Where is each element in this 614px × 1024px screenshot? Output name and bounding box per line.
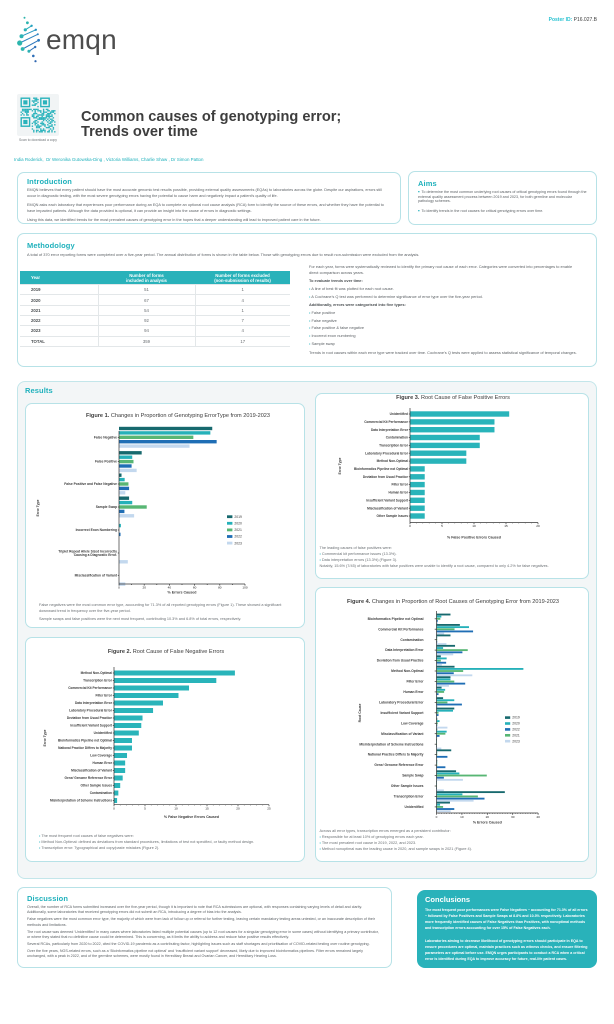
svg-text:Unidentified: Unidentified [94, 731, 112, 735]
svg-text:Insufficient Variant Support: Insufficient Variant Support [380, 711, 424, 715]
svg-text:5: 5 [441, 524, 443, 528]
svg-text:Other Sample Issues: Other Sample Issues [376, 514, 408, 518]
svg-text:Bioinformatics Pipeline not Op: Bioinformatics Pipeline not Optimal [368, 617, 424, 621]
svg-text:Human Error: Human Error [403, 690, 424, 694]
svg-text:40: 40 [536, 815, 540, 819]
svg-text:Human Error: Human Error [93, 761, 113, 765]
svg-text:40: 40 [168, 586, 172, 590]
svg-text:2023: 2023 [234, 541, 242, 545]
svg-text:Laboratory Procedural Error: Laboratory Procedural Error [69, 709, 113, 713]
svg-text:% Errors Caused: % Errors Caused [473, 821, 502, 825]
svg-text:60: 60 [193, 586, 197, 590]
svg-text:Laboratory Procedural Error: Laboratory Procedural Error [379, 701, 424, 705]
svg-text:Filter Error: Filter Error [96, 694, 113, 698]
svg-text:Insufficient Variant Support: Insufficient Variant Support [366, 498, 409, 502]
svg-text:Error Type: Error Type [338, 457, 342, 474]
svg-text:2021: 2021 [234, 528, 242, 532]
svg-text:Unidentified: Unidentified [390, 412, 408, 416]
svg-text:Gene/ Genome Reference Error: Gene/ Genome Reference Error [374, 763, 424, 767]
svg-text:25: 25 [267, 806, 271, 810]
svg-text:Error Type: Error Type [36, 499, 40, 516]
svg-text:Other Sample Issues: Other Sample Issues [80, 784, 112, 788]
svg-text:Gene/ Genome Reference Error: Gene/ Genome Reference Error [65, 776, 113, 780]
svg-text:20: 20 [536, 524, 540, 528]
svg-text:Root Cause: Root Cause [358, 703, 362, 722]
svg-text:Contamination: Contamination [386, 436, 408, 440]
svg-text:Commercial Kit Performance: Commercial Kit Performance [364, 420, 408, 424]
svg-text:Sample Swap: Sample Swap [402, 774, 423, 778]
svg-text:Method Non-Optimal: Method Non-Optimal [377, 459, 408, 463]
svg-text:Transcription Error: Transcription Error [379, 444, 409, 448]
svg-text:0: 0 [436, 815, 438, 819]
svg-text:2022: 2022 [234, 535, 242, 539]
svg-text:20: 20 [236, 806, 240, 810]
svg-text:Misclassification of Variant: Misclassification of Variant [381, 732, 424, 736]
svg-text:20: 20 [142, 586, 146, 590]
svg-text:Misinterpretation of Scheme In: Misinterpretation of Scheme Instructions [359, 742, 423, 746]
svg-text:False Negative: False Negative [94, 435, 117, 439]
svg-text:Data Interpretation Error: Data Interpretation Error [385, 648, 424, 652]
svg-text:Method Non-Optimal: Method Non-Optimal [391, 669, 423, 673]
svg-text:% False Negative Errors Caused: % False Negative Errors Caused [164, 815, 219, 819]
svg-text:2023: 2023 [512, 739, 520, 743]
svg-text:Deviation from Usual Practice: Deviation from Usual Practice [363, 475, 408, 479]
svg-text:Unidentified: Unidentified [404, 805, 423, 809]
svg-text:Filter Error: Filter Error [406, 680, 424, 684]
svg-text:30: 30 [511, 815, 515, 819]
svg-text:Data Interpretation Error: Data Interpretation Error [371, 428, 409, 432]
svg-text:Data Interpretation Error: Data Interpretation Error [75, 701, 113, 705]
svg-text:Filter Error: Filter Error [392, 483, 409, 487]
svg-text:Incorrect Exon Numbering: Incorrect Exon Numbering [76, 528, 117, 532]
svg-text:Error Type: Error Type [43, 729, 47, 746]
svg-text:Misclassification of Variant: Misclassification of Variant [75, 573, 118, 577]
svg-text:2020: 2020 [234, 522, 242, 526]
svg-text:15: 15 [205, 806, 209, 810]
svg-text:2020: 2020 [512, 722, 520, 726]
svg-text:Commercial Kit Performance: Commercial Kit Performance [68, 686, 112, 690]
svg-text:Low Coverage: Low Coverage [90, 754, 112, 758]
svg-text:10: 10 [174, 806, 178, 810]
svg-text:10: 10 [460, 815, 464, 819]
svg-text:80: 80 [218, 586, 222, 590]
svg-text:Misinterpretation of Scheme In: Misinterpretation of Scheme Instructions [50, 799, 112, 803]
svg-text:Transcription Error: Transcription Error [83, 679, 113, 683]
svg-text:Triplet Repeat Allele Sized In: Triplet Repeat Allele Sized Incorrectly [58, 549, 117, 553]
svg-text:Transcription Error: Transcription Error [394, 795, 425, 799]
svg-text:2019: 2019 [512, 716, 520, 720]
svg-text:False Positive and False Negat: False Positive and False Negative [64, 482, 117, 486]
svg-text:2022: 2022 [512, 728, 520, 732]
svg-text:Human Error: Human Error [389, 491, 409, 495]
svg-text:Causing a Diagnostic Error.: Causing a Diagnostic Error. [74, 553, 117, 557]
svg-text:20: 20 [486, 815, 490, 819]
svg-text:5: 5 [144, 806, 146, 810]
svg-text:Method Non-Optimal: Method Non-Optimal [81, 671, 112, 675]
svg-text:Low Coverage: Low Coverage [401, 721, 424, 725]
svg-text:Contamination: Contamination [400, 638, 423, 642]
svg-text:False Positive: False Positive [95, 460, 117, 464]
svg-text:% Errors Caused: % Errors Caused [168, 591, 197, 595]
svg-text:Other Sample Issues: Other Sample Issues [391, 784, 424, 788]
svg-text:2021: 2021 [512, 733, 520, 737]
svg-text:Misclassification of Variant: Misclassification of Variant [367, 506, 409, 510]
svg-text:Sample Swap: Sample Swap [96, 505, 117, 509]
svg-text:% False Positive Errors Caused: % False Positive Errors Caused [447, 536, 501, 540]
svg-text:Bioinformatics Pipeline not Op: Bioinformatics Pipeline not Optimal [58, 739, 112, 743]
svg-text:0: 0 [118, 586, 120, 590]
svg-text:Commercial Kit Performance: Commercial Kit Performance [378, 627, 423, 631]
svg-text:15: 15 [504, 524, 508, 528]
svg-text:Laboratory Procedural Error: Laboratory Procedural Error [365, 451, 409, 455]
svg-text:0: 0 [113, 806, 115, 810]
svg-text:Bioinformatics Pipeline not Op: Bioinformatics Pipeline not Optimal [354, 467, 408, 471]
svg-text:National Practice Differs to M: National Practice Differs to Majority [368, 753, 424, 757]
svg-text:Insufficient Variant Support: Insufficient Variant Support [70, 724, 113, 728]
svg-text:0: 0 [409, 524, 411, 528]
svg-text:Misclassification of Variant: Misclassification of Variant [71, 769, 113, 773]
svg-text:Contamination: Contamination [90, 791, 112, 795]
svg-text:10: 10 [472, 524, 476, 528]
svg-text:National Practice Differs to M: National Practice Differs to Majority [58, 746, 112, 750]
svg-text:2019: 2019 [234, 515, 242, 519]
svg-text:Deviation from Usual Practice: Deviation from Usual Practice [377, 659, 424, 663]
svg-text:100: 100 [242, 586, 247, 590]
svg-text:Deviation from Usual Practice: Deviation from Usual Practice [67, 716, 112, 720]
